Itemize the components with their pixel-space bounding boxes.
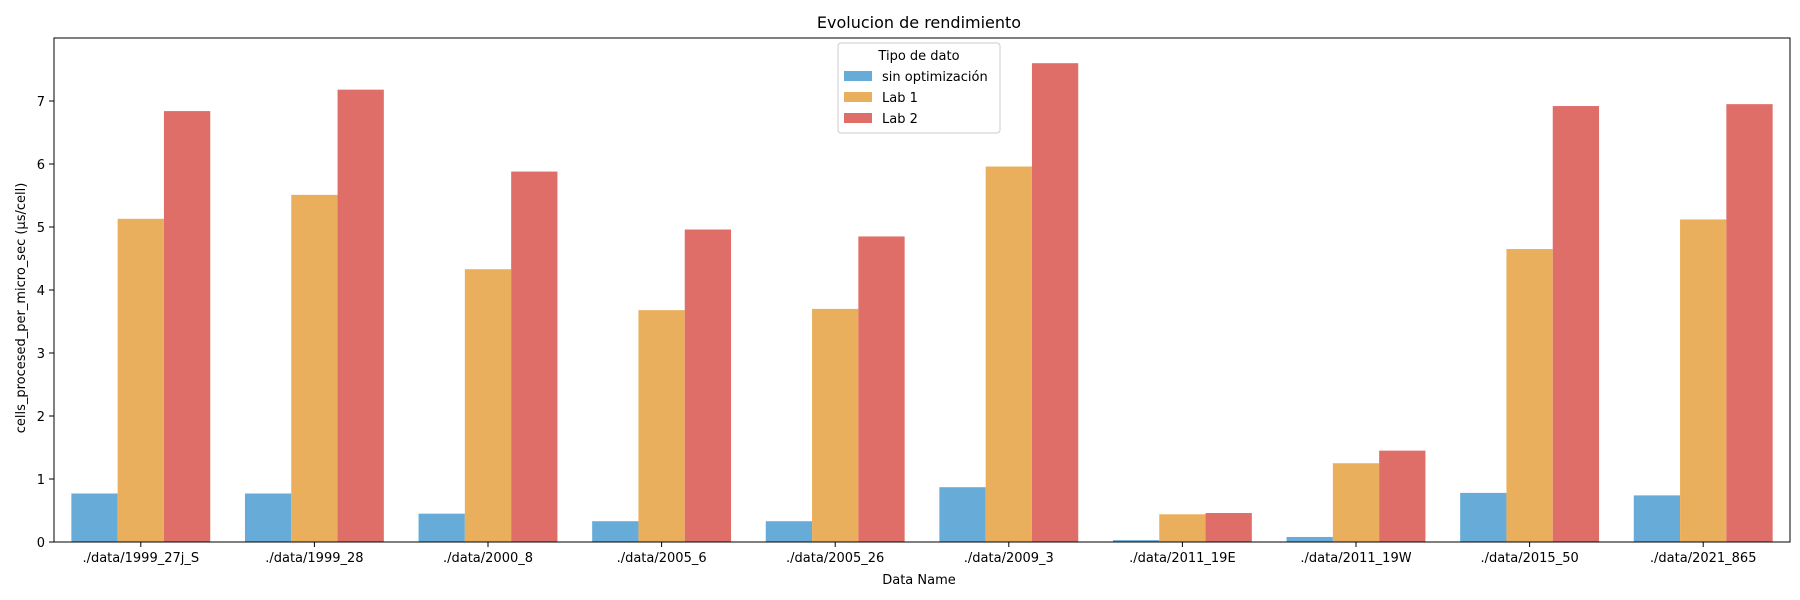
bar-3-5 <box>858 236 905 542</box>
legend-swatch <box>844 113 872 123</box>
bar-3-8 <box>1379 450 1426 542</box>
bar-2-6 <box>985 166 1032 542</box>
y-tick-label: 1 <box>37 473 45 488</box>
legend-entry-label: Lab 2 <box>882 112 918 127</box>
bar-3-10 <box>1726 104 1773 543</box>
x-tick-label: ./data/2009_3 <box>964 551 1054 566</box>
x-tick-label: ./data/2000_8 <box>443 551 533 566</box>
bar-1-10 <box>1633 495 1681 542</box>
bar-1-2 <box>244 493 292 542</box>
x-tick-label: ./data/2021_865 <box>1650 551 1757 566</box>
y-tick-label: 0 <box>37 536 45 551</box>
bar-1-9 <box>1460 492 1507 542</box>
legend-entry-label: Lab 1 <box>882 91 918 106</box>
x-tick-label: ./data/2011_19W <box>1300 551 1411 566</box>
bar-3-1 <box>163 111 211 542</box>
chart-title: Evolucion de rendimiento <box>817 13 1021 32</box>
bar-2-8 <box>1332 463 1380 542</box>
x-axis: ./data/1999_27j_S ./data/1999_28 ./data/20… <box>82 542 1756 566</box>
bar-2-9 <box>1506 249 1553 543</box>
y-tick-label: 3 <box>37 347 45 362</box>
bar-2-3 <box>464 269 512 542</box>
y-axis-label: cells_procesed_per_micro_sec (µs/cell) <box>14 183 29 434</box>
legend-title: Tipo de dato <box>877 49 959 64</box>
bar-2-2 <box>291 194 338 542</box>
bar-3-7 <box>1205 513 1252 542</box>
x-tick-label: ./data/2011_19E <box>1129 551 1236 566</box>
bar-3-4 <box>684 229 732 542</box>
y-tick-label: 6 <box>37 158 45 173</box>
bar-3-3 <box>511 171 558 542</box>
bar-1-5 <box>765 521 813 542</box>
legend-entry-label: sin optimización <box>882 70 988 85</box>
x-tick-label: ./data/1999_28 <box>265 551 363 566</box>
legend-box <box>837 42 1001 134</box>
bar-2-7 <box>1159 514 1206 542</box>
bar-1-7 <box>1112 540 1160 542</box>
x-axis-label: Data Name <box>882 573 956 588</box>
bar-1-6 <box>939 487 986 542</box>
bar-1-1 <box>71 493 118 542</box>
x-tick-label: ./data/2005_26 <box>786 551 884 566</box>
bar-2-5 <box>812 308 859 542</box>
x-tick-label: ./data/2005_6 <box>617 551 707 566</box>
bar-3-9 <box>1552 106 1600 542</box>
legend-swatch <box>844 92 872 102</box>
bar-1-3 <box>418 513 465 542</box>
bar-2-4 <box>638 310 685 542</box>
legend-swatch <box>844 71 872 81</box>
bar-2-1 <box>117 218 164 542</box>
x-tick-label: ./data/2015_50 <box>1480 551 1578 566</box>
y-tick-label: 2 <box>37 410 45 425</box>
bar-2-10 <box>1680 219 1727 542</box>
bar-3-6 <box>1031 63 1079 542</box>
bar-3-2 <box>337 89 384 542</box>
y-tick-label: 5 <box>37 221 45 236</box>
plot-frame <box>53 37 1791 543</box>
y-tick-label: 4 <box>37 284 45 299</box>
legend: Tipo de dato sin optimización Lab 1 Lab 2 <box>837 42 1001 134</box>
bar-1-8 <box>1286 536 1333 542</box>
bar-1-4 <box>592 521 639 542</box>
y-tick-label: 7 <box>37 95 45 110</box>
y-axis: 0 1 2 3 4 5 6 7 <box>37 95 54 551</box>
bars-layer <box>71 63 1773 543</box>
x-tick-label: ./data/1999_27j_S <box>82 551 199 566</box>
